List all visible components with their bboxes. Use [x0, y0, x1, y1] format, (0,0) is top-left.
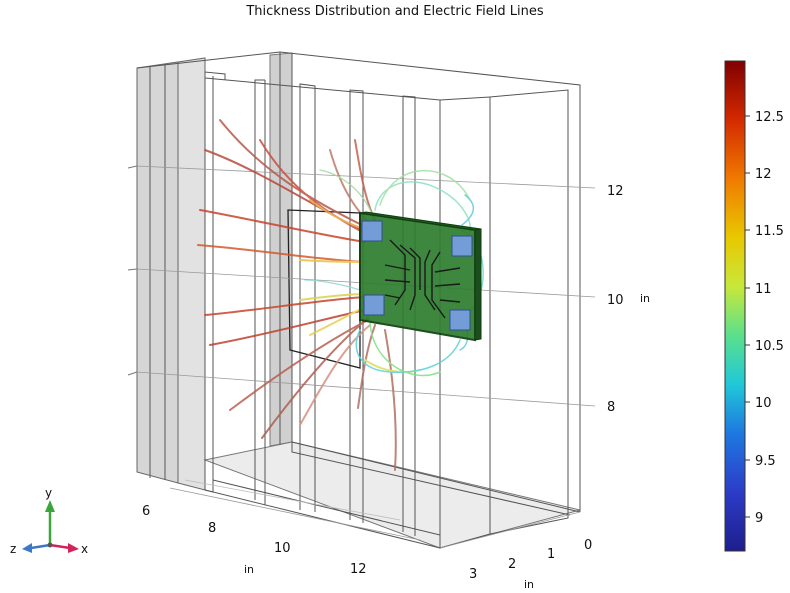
- colorbar-tick: 9: [755, 511, 763, 526]
- plot-title: Thickness Distribution and Electric Fiel…: [246, 4, 544, 19]
- x-arrow-icon: [49, 543, 71, 550]
- electrode-pads: [361, 220, 473, 331]
- z-axis-ticks: 0 1 2 3 in: [469, 538, 592, 591]
- colorbar-tick: 12.5: [755, 110, 784, 125]
- colorbar-tick: 9.5: [755, 454, 776, 469]
- x-tick: 8: [208, 521, 216, 536]
- colorbar-tick: 10: [755, 396, 772, 411]
- colorbar: 12.5 12 11.5 11 10.5 10 9.5 9: [724, 60, 784, 552]
- y-tick: 10: [607, 293, 624, 308]
- axis-triad[interactable]: y z x: [10, 486, 88, 556]
- y-tick: 8: [607, 400, 615, 415]
- z-unit: in: [524, 578, 534, 591]
- z-tick: 1: [547, 547, 555, 562]
- z-tick: 2: [508, 557, 516, 572]
- z-arrow-icon: [30, 543, 51, 550]
- triad-y-label: y: [45, 486, 52, 500]
- colorbar-tick: 10.5: [755, 339, 784, 354]
- y-axis-ticks: 12 10 in 8: [607, 184, 650, 415]
- x-tick: 12: [350, 562, 367, 577]
- x-axis-ticks: 6 8 10 12 in: [142, 504, 367, 577]
- colorbar-tick: 11.5: [755, 224, 784, 239]
- y-tick: 12: [607, 184, 624, 199]
- triad-z-label: z: [10, 542, 16, 556]
- electric-field-lines: [197, 119, 484, 471]
- colorbar-tick: 12: [755, 167, 772, 182]
- z-tick: 3: [469, 567, 477, 582]
- pcb-board[interactable]: [359, 211, 482, 342]
- x-unit: in: [244, 563, 254, 576]
- x-tick: 10: [274, 541, 291, 556]
- y-unit: in: [640, 292, 650, 305]
- colorbar-gradient: [724, 60, 746, 552]
- colorbar-tick: 11: [755, 282, 772, 297]
- z-tick: 0: [584, 538, 592, 553]
- triad-x-label: x: [81, 542, 88, 556]
- x-tick: 6: [142, 504, 150, 519]
